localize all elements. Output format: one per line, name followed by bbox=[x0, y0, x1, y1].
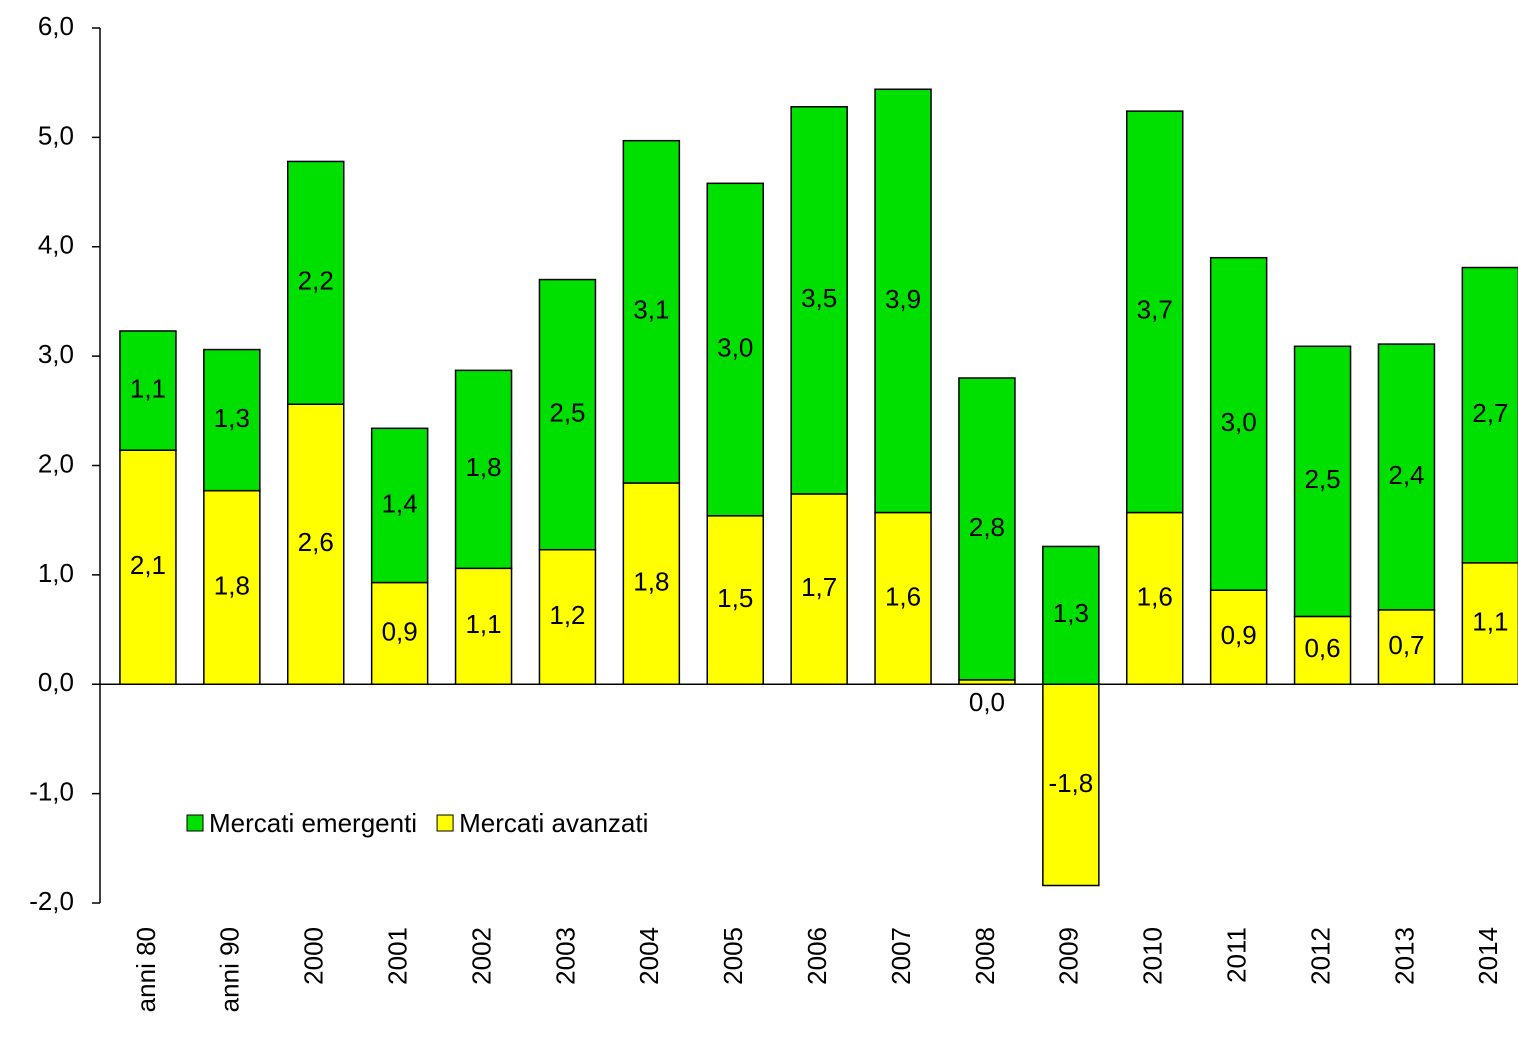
legend-label: Mercati avanzati bbox=[459, 808, 648, 838]
data-label: 2,4 bbox=[1388, 460, 1424, 490]
x-tick-label: 2006 bbox=[802, 927, 832, 985]
x-tick-label: 2008 bbox=[970, 927, 1000, 985]
data-label: 2,8 bbox=[969, 512, 1005, 542]
data-label: 2,5 bbox=[549, 398, 585, 428]
data-label: 2,5 bbox=[1304, 464, 1340, 494]
x-tick-label: 2014 bbox=[1473, 927, 1503, 985]
y-tick-label: -1,0 bbox=[29, 777, 74, 807]
bar-segment bbox=[622, 482, 681, 685]
x-tick-label: 2000 bbox=[299, 927, 329, 985]
data-label: 1,7 bbox=[801, 572, 837, 602]
x-tick-label: 2013 bbox=[1389, 927, 1419, 985]
bar-segment bbox=[538, 278, 597, 551]
data-label: 1,1 bbox=[465, 609, 501, 639]
x-tick-label: 2002 bbox=[466, 927, 496, 985]
y-tick-label: -2,0 bbox=[29, 886, 74, 916]
bar-segment bbox=[287, 160, 345, 405]
data-label: 2,2 bbox=[298, 266, 334, 296]
y-tick-label: 5,0 bbox=[38, 120, 74, 150]
x-tick-label: anni 80 bbox=[131, 927, 161, 1012]
bar-segment bbox=[1293, 345, 1352, 618]
x-tick-label: 2007 bbox=[886, 927, 916, 985]
data-label: 0,0 bbox=[969, 687, 1005, 717]
data-label: 1,1 bbox=[1472, 606, 1508, 636]
data-label: 1,6 bbox=[1137, 581, 1173, 611]
data-label: 2,1 bbox=[130, 550, 166, 580]
data-label: 1,1 bbox=[130, 373, 166, 403]
x-tick-label: 2012 bbox=[1305, 927, 1335, 985]
data-label: 0,9 bbox=[1221, 620, 1257, 650]
bar-segment bbox=[958, 377, 1016, 681]
data-label: 1,5 bbox=[717, 583, 753, 613]
data-label: 1,6 bbox=[885, 581, 921, 611]
bar-segment bbox=[1042, 683, 1100, 887]
y-tick-label: 0,0 bbox=[38, 667, 74, 697]
x-tick-label: 2009 bbox=[1054, 927, 1084, 985]
x-tick-label: 2003 bbox=[550, 927, 580, 985]
bar-segment bbox=[1209, 256, 1268, 591]
bar-segment bbox=[1126, 511, 1184, 685]
legend-label: Mercati emergenti bbox=[209, 808, 417, 838]
y-tick-label: 6,0 bbox=[38, 11, 74, 41]
data-label: 3,9 bbox=[885, 284, 921, 314]
bar-segment bbox=[119, 330, 177, 451]
bar-segment bbox=[1042, 545, 1100, 685]
bar-segment bbox=[1461, 266, 1518, 564]
x-tick-label: 2010 bbox=[1138, 927, 1168, 985]
bar-segment bbox=[1209, 589, 1268, 685]
data-label: 1,3 bbox=[214, 403, 250, 433]
data-label: 0,9 bbox=[382, 616, 418, 646]
bar-segment bbox=[370, 581, 429, 685]
bar-segment bbox=[370, 427, 429, 584]
y-tick-label: 4,0 bbox=[38, 230, 74, 260]
x-tick-label: 2004 bbox=[634, 927, 664, 985]
data-label: 3,1 bbox=[633, 295, 669, 325]
data-label: 0,7 bbox=[1388, 630, 1424, 660]
bar-segment bbox=[622, 139, 681, 484]
x-tick-label: 2005 bbox=[718, 927, 748, 985]
data-label: 1,8 bbox=[465, 452, 501, 482]
data-label: 1,3 bbox=[1053, 598, 1089, 628]
bar-segment bbox=[1377, 609, 1436, 685]
x-tick-label: anni 90 bbox=[215, 927, 245, 1012]
data-label: 1,8 bbox=[214, 570, 250, 600]
data-label: 3,0 bbox=[717, 332, 753, 362]
data-label: 3,5 bbox=[801, 283, 837, 313]
data-label: 3,0 bbox=[1221, 407, 1257, 437]
data-label: 3,7 bbox=[1137, 295, 1173, 325]
bar-segment bbox=[203, 348, 261, 492]
bar-segment bbox=[706, 182, 764, 517]
bar-segment bbox=[454, 567, 513, 685]
data-label: 2,7 bbox=[1472, 398, 1508, 428]
data-label: -1,8 bbox=[1048, 768, 1093, 798]
bar-segment bbox=[874, 88, 932, 514]
bar-segment bbox=[454, 369, 513, 570]
y-tick-label: 3,0 bbox=[38, 339, 74, 369]
data-label: 1,4 bbox=[382, 488, 418, 518]
x-tick-label: 2001 bbox=[383, 927, 413, 985]
bar-segment bbox=[1126, 110, 1184, 514]
legend-swatch bbox=[186, 814, 204, 832]
data-label: 1,8 bbox=[633, 567, 669, 597]
x-tick-label: 2011 bbox=[1222, 927, 1252, 983]
data-label: 0,6 bbox=[1304, 633, 1340, 663]
bar-segment bbox=[1377, 343, 1436, 611]
data-label: 2,6 bbox=[298, 527, 334, 557]
y-tick-label: 2,0 bbox=[38, 448, 74, 478]
data-label: 1,2 bbox=[549, 600, 585, 630]
y-tick-label: 1,0 bbox=[38, 558, 74, 588]
bar-segment bbox=[790, 106, 848, 495]
bar-segment bbox=[287, 403, 345, 685]
legend-swatch bbox=[436, 814, 454, 832]
